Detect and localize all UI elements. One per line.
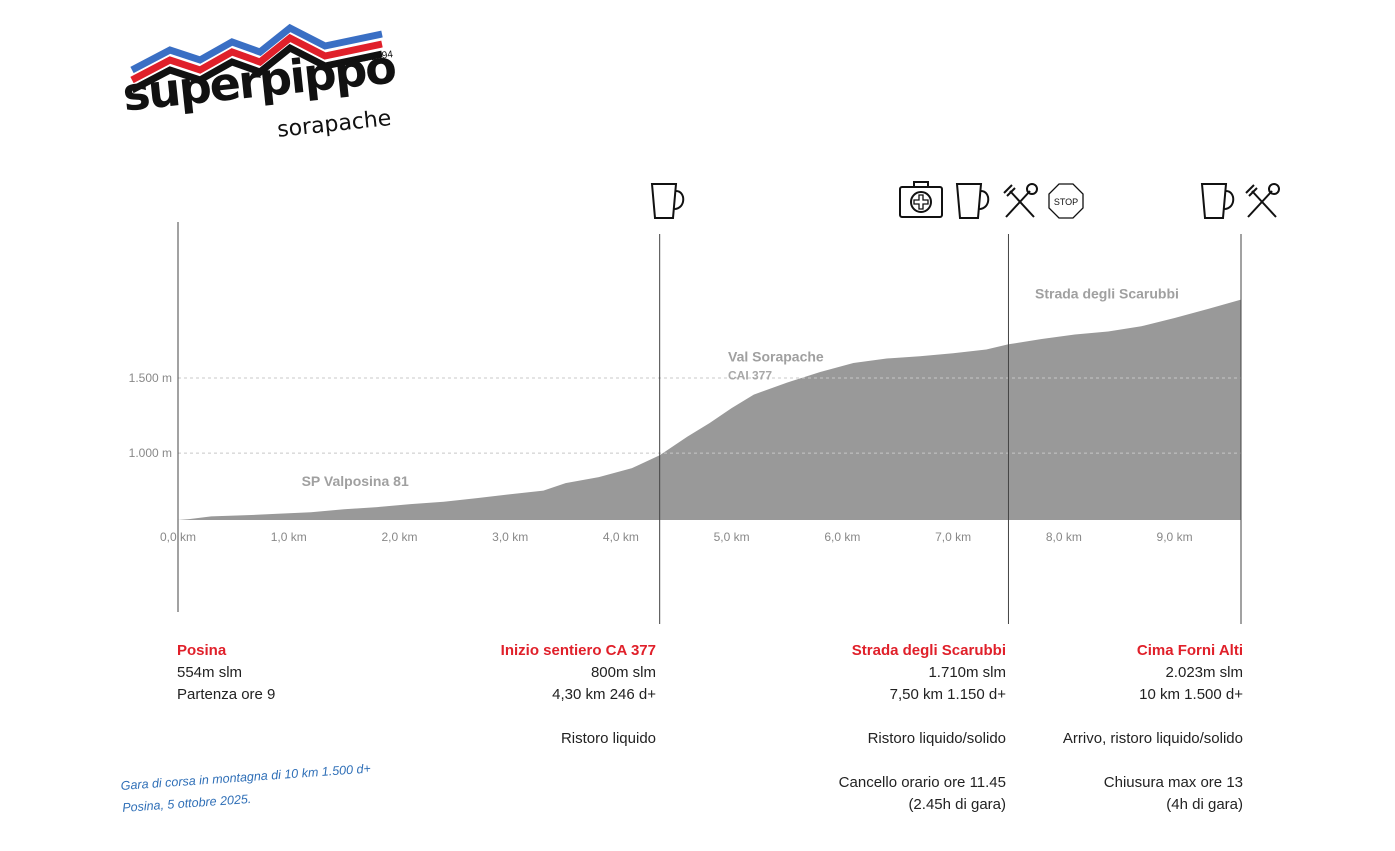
x-tick-label: 6,0 km xyxy=(824,530,860,544)
stop-refreshment: Ristoro liquido xyxy=(560,730,656,747)
stop-name: Posina xyxy=(177,642,227,659)
x-tick-label: 9,0 km xyxy=(1157,530,1193,544)
stop-inizio-sentiero: Inizio sentiero CA 377 800m slm 4,30 km … xyxy=(501,640,656,750)
stop-posina: Posina 554m slm Partenza ore 9 xyxy=(177,640,275,706)
stop-cutoff: Chiusura max ore 13 xyxy=(1103,774,1243,791)
cup-icon xyxy=(650,183,685,219)
stop-name: Strada degli Scarubbi xyxy=(851,642,1006,659)
stop-altitude: 554m slm xyxy=(177,664,243,681)
svg-text:STOP: STOP xyxy=(1054,197,1078,207)
route-annotation: Strada degli Scarubbi xyxy=(1035,286,1179,302)
stop-cima-forni-alti: Cima Forni Alti 2.023m slm 10 km 1.500 d… xyxy=(1063,640,1243,816)
x-tick-label: 4,0 km xyxy=(603,530,639,544)
stop-sign-icon: STOP xyxy=(1048,183,1084,219)
x-tick-label: 7,0 km xyxy=(935,530,971,544)
x-tick-label: 8,0 km xyxy=(1046,530,1082,544)
x-tick-label: 1,0 km xyxy=(271,530,307,544)
cutlery-icon xyxy=(1003,183,1038,218)
mountain-stripes-logo xyxy=(130,23,383,94)
stop-refreshment: Ristoro liquido/solido xyxy=(867,730,1006,747)
stop-cutoff: Cancello orario ore 11.45 xyxy=(838,774,1006,791)
y-tick-label: 1.500 m xyxy=(129,371,172,385)
first-aid-icon xyxy=(899,181,943,218)
stop-altitude: 800m slm xyxy=(590,664,656,681)
y-tick-label: 1.000 m xyxy=(129,446,172,460)
stop-altitude: 1.710m slm xyxy=(928,664,1006,681)
stop-cutoff-duration: (4h di gara) xyxy=(1166,796,1243,813)
stop-distance: 10 km 1.500 d+ xyxy=(1139,686,1243,703)
x-tick-label: 2,0 km xyxy=(381,530,417,544)
stop-name: Inizio sentiero CA 377 xyxy=(500,642,656,659)
x-tick-label: 5,0 km xyxy=(714,530,750,544)
stop-altitude: 2.023m slm xyxy=(1165,664,1243,681)
route-annotation: Val Sorapache xyxy=(728,349,824,365)
cutlery-icon xyxy=(1245,183,1280,218)
x-tick-label: 3,0 km xyxy=(492,530,528,544)
stop-refreshment: Arrivo, ristoro liquido/solido xyxy=(1062,730,1243,747)
stop-info: Partenza ore 9 xyxy=(177,686,276,703)
elevation-area xyxy=(178,299,1241,520)
cup-icon xyxy=(1200,183,1235,219)
stop-strada-scarubbi: Strada degli Scarubbi 1.710m slm 7,50 km… xyxy=(839,640,1006,816)
logo: est. 1994 superpippo sorapache xyxy=(120,20,410,150)
cup-icon xyxy=(955,183,990,219)
route-annotation: SP Valposina 81 xyxy=(302,473,409,489)
stop-distance: 7,50 km 1.150 d+ xyxy=(889,686,1006,703)
stop-distance: 4,30 km 246 d+ xyxy=(552,686,656,703)
stop-cutoff-duration: (2.45h di gara) xyxy=(908,796,1006,813)
route-annotation: CAI 377 xyxy=(728,369,772,383)
stop-name: Cima Forni Alti xyxy=(1136,642,1243,659)
